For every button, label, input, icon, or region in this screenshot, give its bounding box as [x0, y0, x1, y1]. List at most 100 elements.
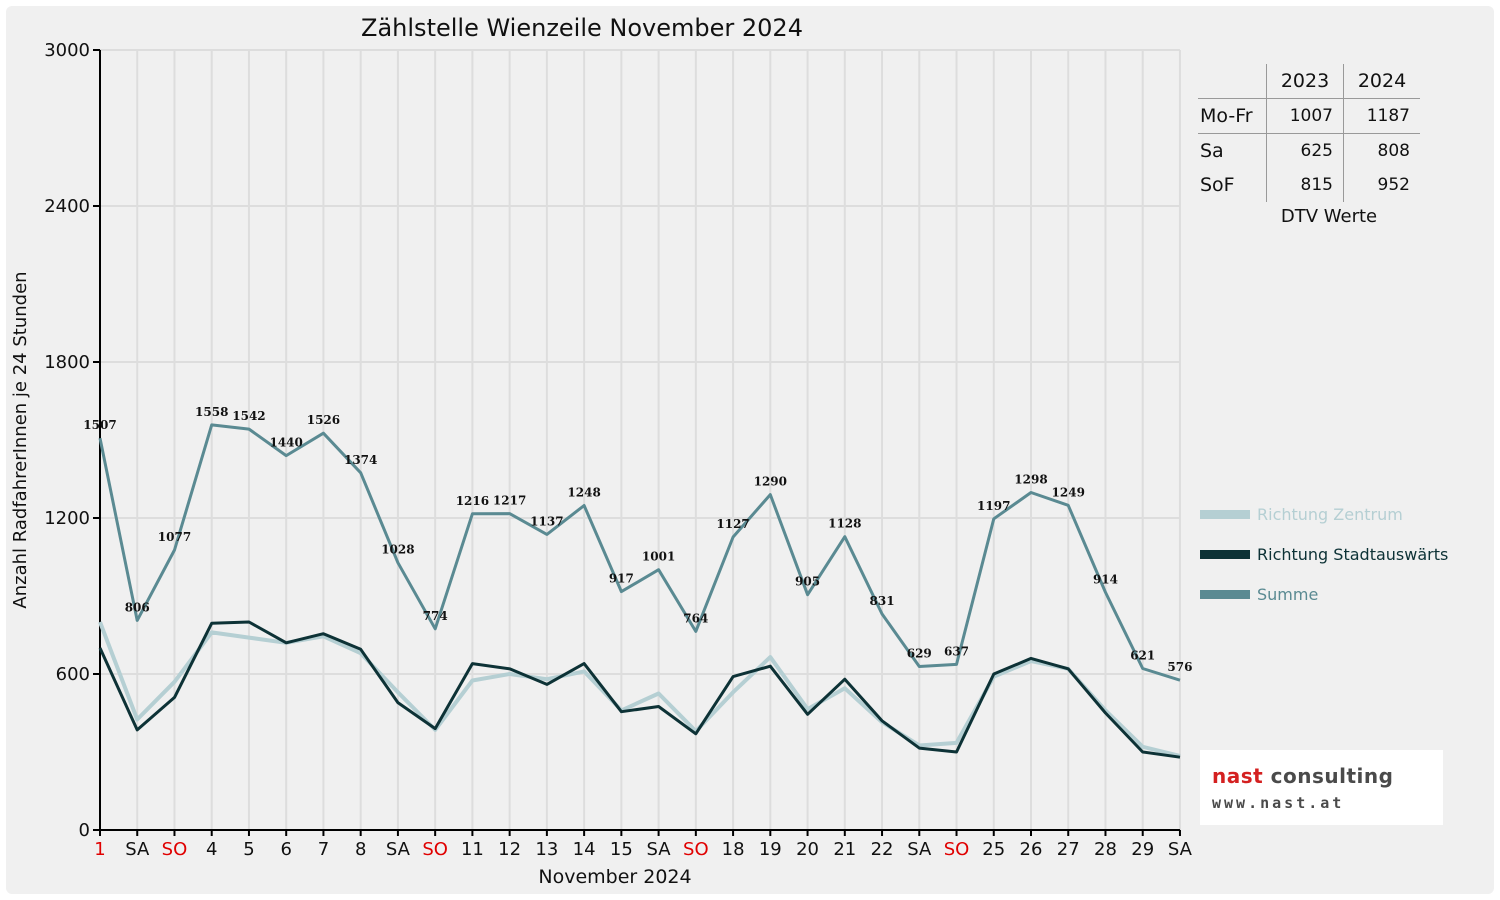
- data-label: 806: [125, 600, 150, 614]
- x-tick-label: 19: [759, 839, 782, 860]
- x-tick-label: 18: [722, 839, 745, 860]
- logo-name: nast consulting: [1212, 764, 1393, 788]
- x-tick-label: SO: [162, 839, 188, 860]
- data-label: 1127: [716, 517, 749, 531]
- data-label: 917: [609, 572, 634, 586]
- x-tick-label: 7: [318, 839, 329, 860]
- x-tick-label: 11: [461, 839, 484, 860]
- x-tick-label: 14: [573, 839, 596, 860]
- x-tick-label: SO: [683, 839, 709, 860]
- dtv-value-2023: 625: [1266, 133, 1344, 168]
- x-tick-label: 15: [610, 839, 633, 860]
- axes: 0 600 1200 1800 2400 3000 1 SA SO 4 5 6 7 8 SA SO 11 12 13…: [44, 40, 1192, 860]
- grid: [100, 49, 1181, 830]
- x-tick-label: 8: [355, 839, 366, 860]
- x-tick-label: SA: [1168, 839, 1193, 860]
- y-tick-label: 2400: [44, 196, 90, 217]
- data-label: 1249: [1052, 485, 1085, 499]
- x-tick-label: 20: [796, 839, 819, 860]
- x-tick-label: 28: [1094, 839, 1117, 860]
- legend-item-stadtauswaerts: Richtung Stadtauswärts: [1200, 534, 1448, 574]
- data-label: 1217: [493, 494, 526, 508]
- data-label: 1526: [307, 413, 340, 427]
- data-label: 1128: [828, 517, 861, 531]
- dtv-row-label: SoF: [1198, 168, 1267, 202]
- x-tick-label: 25: [982, 839, 1005, 860]
- data-label: 1028: [381, 543, 414, 557]
- data-label: 576: [1167, 660, 1192, 674]
- x-tick-label: 5: [243, 839, 254, 860]
- x-tick-label: SA: [125, 839, 150, 860]
- y-tick-label: 1200: [44, 508, 90, 529]
- logo-url: www.nast.at: [1212, 794, 1345, 812]
- y-tick-label: 600: [56, 664, 90, 685]
- dtv-header-2024: 2024: [1343, 64, 1420, 99]
- dtv-header-empty: [1198, 64, 1267, 99]
- data-label: 1298: [1014, 473, 1047, 487]
- y-tick-label: 3000: [44, 40, 90, 61]
- dtv-value-2024: 952: [1377, 175, 1410, 195]
- data-label: 629: [907, 646, 932, 660]
- legend-swatch-zentrum: [1200, 509, 1250, 519]
- data-label: 1077: [158, 530, 191, 544]
- x-tick-label: 26: [1020, 839, 1043, 860]
- data-label: 764: [683, 611, 708, 625]
- data-label: 1290: [754, 475, 787, 489]
- series-lines: [98, 423, 1181, 759]
- data-label: 1197: [977, 499, 1010, 513]
- dtv-row: Sa 625 808: [1198, 133, 1420, 168]
- x-tick-label: SO: [944, 839, 970, 860]
- legend-label-zentrum: Richtung Zentrum: [1257, 504, 1403, 524]
- legend-item-zentrum: Richtung Zentrum: [1200, 494, 1448, 534]
- legend-label-stadtauswaerts: Richtung Stadtauswärts: [1257, 544, 1449, 564]
- data-label: 1440: [269, 436, 302, 450]
- company-logo: nast consulting www.nast.at: [1200, 750, 1443, 825]
- x-tick-label: 21: [833, 839, 856, 860]
- data-label: 1137: [530, 514, 563, 528]
- legend: Richtung Zentrum Richtung Stadtauswärts …: [1200, 494, 1448, 614]
- dtv-caption: DTV Werte: [1280, 206, 1378, 227]
- legend-swatch-summe: [1200, 589, 1250, 599]
- x-tick-label: SO: [422, 839, 448, 860]
- y-tick-label: 0: [79, 820, 90, 841]
- legend-item-summe: Summe: [1200, 574, 1448, 614]
- chart-title: Zählstelle Wienzeile November 2024: [361, 14, 803, 42]
- legend-swatch-stadtauswaerts: [1200, 549, 1250, 559]
- x-tick-label: 27: [1057, 839, 1080, 860]
- dtv-header-row: 2023 2024: [1198, 64, 1420, 99]
- x-tick-label: 22: [871, 839, 894, 860]
- dtv-value-2024: 1187: [1343, 98, 1420, 134]
- dtv-table: 2023 2024 Mo-Fr 1007 1187 Sa 625 808 SoF…: [1198, 64, 1420, 227]
- series-line-stadtauswaerts: [98, 620, 1181, 759]
- dtv-value-2023: 1007: [1266, 98, 1344, 134]
- x-tick-label: 6: [280, 839, 291, 860]
- x-tick-label: 29: [1131, 839, 1154, 860]
- data-label: 1542: [232, 409, 265, 423]
- x-tick-label: 12: [498, 839, 521, 860]
- data-labels: 1507 806 1077 1558 1542 1440 1526 1374 1028 774 12…: [83, 405, 1192, 674]
- dtv-row-label: Mo-Fr: [1198, 98, 1267, 134]
- x-tick-label: SA: [647, 839, 672, 860]
- series-line-summe: [98, 423, 1181, 682]
- series-line-zentrum: [98, 621, 1181, 758]
- data-label: 637: [944, 644, 969, 658]
- data-label: 621: [1130, 649, 1155, 663]
- dtv-value-2023: 815: [1266, 168, 1344, 202]
- data-label: 774: [423, 609, 448, 623]
- dtv-row: SoF 815 952: [1198, 168, 1420, 202]
- x-axis-title: November 2024: [538, 866, 691, 888]
- dtv-header-2023: 2023: [1266, 64, 1344, 99]
- data-label: 1001: [642, 550, 675, 564]
- legend-label-summe: Summe: [1257, 584, 1319, 604]
- x-tick-label: 4: [206, 839, 217, 860]
- dtv-row: Mo-Fr 1007 1187: [1198, 98, 1420, 134]
- x-tick-label: SA: [386, 839, 411, 860]
- y-axis-title: Anzahl RadfahrerInnen je 24 Stunden: [10, 271, 31, 608]
- y-tick-label: 1800: [44, 352, 90, 373]
- data-label: 1216: [456, 494, 489, 508]
- data-label: 1374: [344, 453, 377, 467]
- data-label: 1558: [195, 405, 228, 419]
- x-tick-label: SA: [907, 839, 932, 860]
- data-label: 914: [1093, 572, 1118, 586]
